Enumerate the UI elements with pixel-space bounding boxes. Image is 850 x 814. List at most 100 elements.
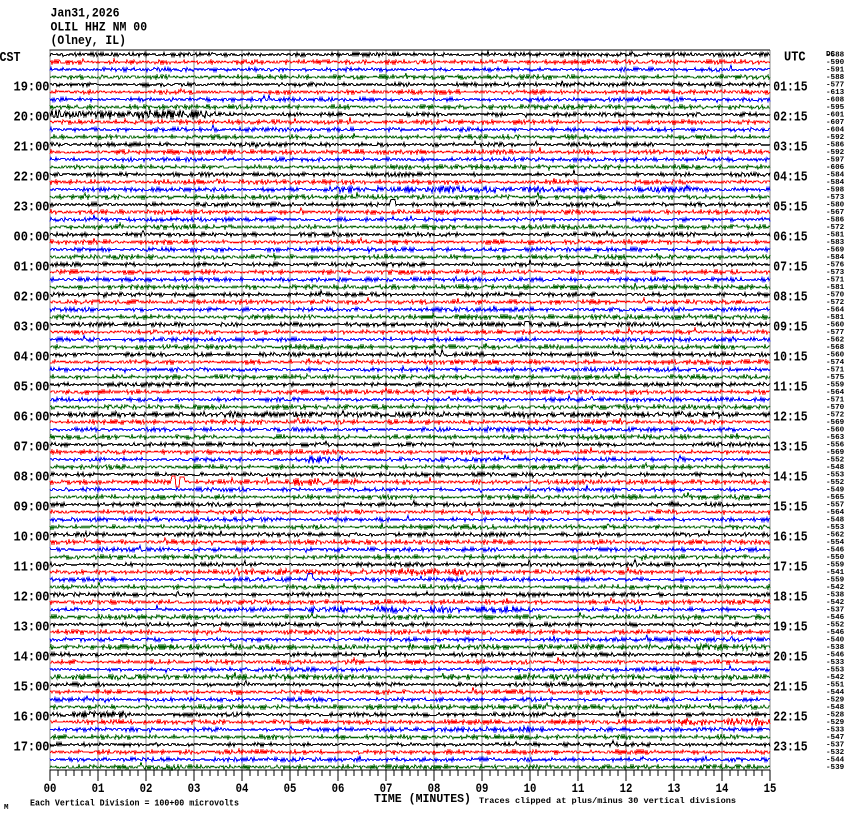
svg-text:07:15: 07:15 xyxy=(773,259,807,275)
svg-text:-541: -541 xyxy=(826,569,845,577)
svg-text:-581: -581 xyxy=(826,232,845,240)
svg-text:-529: -529 xyxy=(826,697,845,705)
svg-text:16:15: 16:15 xyxy=(773,529,807,545)
svg-text:-553: -553 xyxy=(826,472,845,480)
svg-text:12:15: 12:15 xyxy=(773,409,807,425)
svg-text:-577: -577 xyxy=(826,82,845,90)
svg-text:13:15: 13:15 xyxy=(773,439,807,455)
svg-text:20:15: 20:15 xyxy=(773,649,807,665)
svg-text:-592: -592 xyxy=(826,134,845,142)
svg-text:-542: -542 xyxy=(826,584,845,592)
svg-text:UTC: UTC xyxy=(784,50,806,66)
svg-text:-607: -607 xyxy=(826,119,845,127)
svg-text:05:15: 05:15 xyxy=(773,199,807,215)
svg-text:04:15: 04:15 xyxy=(773,169,807,185)
svg-text:01: 01 xyxy=(92,782,105,796)
svg-text:-540: -540 xyxy=(826,637,845,645)
svg-text:-573: -573 xyxy=(826,269,845,277)
svg-text:-529: -529 xyxy=(826,719,845,727)
svg-text:00: 00 xyxy=(44,782,57,796)
svg-text:09:00: 09:00 xyxy=(14,500,50,516)
svg-text:17:15: 17:15 xyxy=(773,559,807,575)
svg-text:-559: -559 xyxy=(826,577,845,585)
svg-text:16:00: 16:00 xyxy=(14,710,50,726)
svg-text:15:00: 15:00 xyxy=(14,680,50,696)
svg-text:05: 05 xyxy=(284,782,297,796)
svg-text:-584: -584 xyxy=(826,172,845,180)
svg-text:22:00: 22:00 xyxy=(14,170,50,186)
svg-text:-546: -546 xyxy=(826,614,845,622)
svg-text:TIME (MINUTES): TIME (MINUTES) xyxy=(374,792,471,806)
svg-text:-551: -551 xyxy=(826,682,845,690)
svg-text:-601: -601 xyxy=(826,112,845,120)
svg-text:09: 09 xyxy=(476,782,489,796)
svg-text:-569: -569 xyxy=(826,247,845,255)
svg-text:23:15: 23:15 xyxy=(773,739,807,755)
svg-text:-560: -560 xyxy=(826,322,845,330)
svg-text:M: M xyxy=(4,804,9,812)
svg-text:-560: -560 xyxy=(826,352,845,360)
svg-text:Jan31,2026: Jan31,2026 xyxy=(51,6,120,21)
svg-text:03:00: 03:00 xyxy=(14,320,50,336)
svg-text:06:00: 06:00 xyxy=(14,410,50,426)
svg-text:-542: -542 xyxy=(826,674,845,682)
svg-text:-606: -606 xyxy=(826,164,845,172)
svg-text:-552: -552 xyxy=(826,479,845,487)
svg-text:00:00: 00:00 xyxy=(14,230,50,246)
svg-text:20:00: 20:00 xyxy=(14,110,50,126)
svg-text:15:15: 15:15 xyxy=(773,499,807,515)
svg-text:-588: -588 xyxy=(826,74,845,82)
svg-text:-547: -547 xyxy=(826,734,845,742)
svg-text:-539: -539 xyxy=(826,764,845,772)
svg-text:-569: -569 xyxy=(826,419,845,427)
svg-text:-562: -562 xyxy=(826,532,845,540)
svg-text:-598: -598 xyxy=(826,187,845,195)
svg-text:03:15: 03:15 xyxy=(773,139,807,155)
svg-text:-604: -604 xyxy=(826,127,845,135)
svg-text:-549: -549 xyxy=(826,487,845,495)
svg-text:05:00: 05:00 xyxy=(14,380,50,396)
svg-text:21:00: 21:00 xyxy=(14,140,50,156)
svg-text:-570: -570 xyxy=(826,404,845,412)
svg-text:-559: -559 xyxy=(826,562,845,570)
svg-text:12:00: 12:00 xyxy=(14,590,50,606)
svg-text:02:15: 02:15 xyxy=(773,109,807,125)
svg-text:-586: -586 xyxy=(826,217,845,225)
svg-text:-571: -571 xyxy=(826,367,845,375)
svg-text:-544: -544 xyxy=(826,689,845,697)
svg-text:-532: -532 xyxy=(826,749,845,757)
svg-text:10:00: 10:00 xyxy=(14,530,50,546)
svg-text:-538: -538 xyxy=(826,644,845,652)
svg-text:-572: -572 xyxy=(826,224,845,232)
svg-text:-537: -537 xyxy=(826,742,845,750)
svg-text:Traces clipped at plus/minus 3: Traces clipped at plus/minus 30 vertical… xyxy=(479,796,736,806)
svg-text:-564: -564 xyxy=(826,509,845,517)
svg-text:-571: -571 xyxy=(826,277,845,285)
svg-text:-573: -573 xyxy=(826,194,845,202)
svg-text:-557: -557 xyxy=(826,502,845,510)
svg-text:11:15: 11:15 xyxy=(773,379,807,395)
svg-text:12: 12 xyxy=(620,782,633,796)
svg-text:-564: -564 xyxy=(826,389,845,397)
svg-text:-564: -564 xyxy=(826,307,845,315)
svg-text:22:15: 22:15 xyxy=(773,709,807,725)
svg-text:-559: -559 xyxy=(826,382,845,390)
svg-text:-576: -576 xyxy=(826,262,845,270)
svg-text:OLIL HHZ NM 00: OLIL HHZ NM 00 xyxy=(51,19,148,34)
svg-text:10: 10 xyxy=(524,782,537,796)
svg-text:19:00: 19:00 xyxy=(14,80,50,96)
svg-text:03: 03 xyxy=(188,782,201,796)
svg-text:-563: -563 xyxy=(826,434,845,442)
svg-text:-552: -552 xyxy=(826,457,845,465)
svg-text:-548: -548 xyxy=(826,464,845,472)
svg-text:-590: -590 xyxy=(826,59,845,67)
svg-text:-577: -577 xyxy=(826,329,845,337)
svg-text:17:00: 17:00 xyxy=(14,740,50,756)
svg-text:-546: -546 xyxy=(826,652,845,660)
svg-text:-575: -575 xyxy=(826,374,845,382)
svg-text:18:15: 18:15 xyxy=(773,589,807,605)
svg-text:-584: -584 xyxy=(826,254,845,262)
svg-text:19:15: 19:15 xyxy=(773,619,807,635)
svg-text:-569: -569 xyxy=(826,449,845,457)
svg-text:-550: -550 xyxy=(826,554,845,562)
